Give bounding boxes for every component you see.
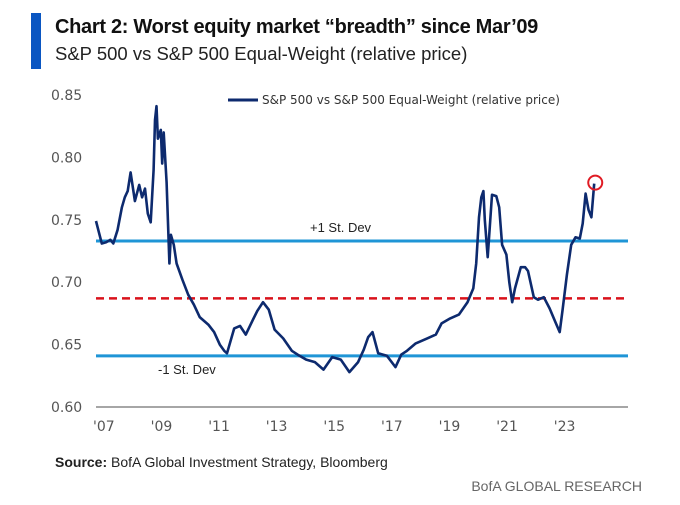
x-tick-label: '17	[381, 419, 403, 435]
source-note: Source: BofA Global Investment Strategy,…	[55, 454, 388, 470]
y-axis: 0.60 0.65 0.70 0.75 0.80 0.85	[51, 88, 82, 416]
y-tick-label: 0.85	[51, 88, 82, 104]
legend: S&P 500 vs S&P 500 Equal-Weight (relativ…	[228, 93, 560, 107]
x-tick-label: '23	[554, 419, 576, 435]
highlight-circle	[587, 174, 604, 191]
y-tick-label: 0.75	[51, 213, 82, 229]
x-tick-label: '15	[323, 419, 345, 435]
x-tick-label: '19	[439, 419, 461, 435]
annotations	[587, 174, 604, 191]
series-line-sp500-vs-equal-weight	[94, 104, 596, 374]
chart-subtitle: S&P 500 vs S&P 500 Equal-Weight (relativ…	[55, 43, 468, 64]
chart-title: Chart 2: Worst equity market “breadth” s…	[55, 16, 538, 38]
minus-1-std-dev-label: -1 St. Dev	[158, 362, 216, 377]
y-tick-label: 0.80	[51, 150, 82, 166]
plus-1-std-dev-label: +1 St. Dev	[310, 220, 372, 235]
x-tick-label: '09	[151, 419, 173, 435]
brand-footer: BofA GLOBAL RESEARCH	[471, 478, 642, 494]
y-tick-label: 0.70	[51, 275, 82, 291]
x-axis: '07 '09 '11 '13 '15 '17 '19 '21 '23	[93, 419, 575, 435]
x-tick-label: '13	[266, 419, 288, 435]
source-label: Source:	[55, 454, 108, 470]
x-tick-label: '11	[208, 419, 230, 435]
source-text: BofA Global Investment Strategy, Bloombe…	[107, 454, 388, 470]
legend-label: S&P 500 vs S&P 500 Equal-Weight (relativ…	[262, 93, 560, 107]
y-tick-label: 0.60	[51, 400, 82, 416]
title-accent-bar	[31, 13, 41, 69]
x-tick-label: '07	[93, 419, 115, 435]
y-tick-label: 0.65	[51, 338, 82, 354]
x-tick-label: '21	[496, 419, 518, 435]
